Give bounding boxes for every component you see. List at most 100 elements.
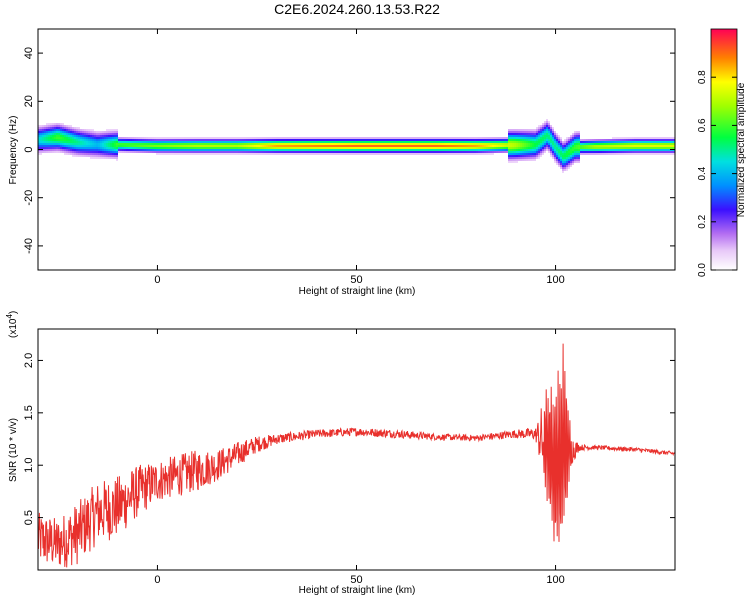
spectrogram-cell [520, 151, 522, 153]
spectrogram-cell [644, 137, 646, 139]
spectrogram-cell [410, 145, 412, 147]
spectrogram-cell [42, 135, 44, 137]
spectrogram-cell [476, 149, 478, 151]
spectrogram-cell [480, 153, 482, 155]
spectrogram-cell [118, 151, 120, 153]
spectrogram-cell [278, 137, 280, 139]
spectrogram-cell [624, 149, 626, 151]
spectrogram-cell [662, 147, 664, 149]
spectrogram-cell [340, 149, 342, 151]
spectrogram-cell [100, 149, 102, 151]
spectrogram-cell [186, 143, 188, 145]
spectrogram-cell [190, 143, 192, 145]
spectrogram-cell [522, 145, 524, 147]
spectrogram-cell [104, 153, 106, 155]
spectrogram-cell [174, 145, 176, 147]
spectrogram-cell [372, 151, 374, 153]
spectrogram-cell [76, 147, 78, 149]
spectrogram-cell [570, 165, 572, 167]
spectrogram-cell [662, 149, 664, 151]
spectrogram-cell [596, 139, 598, 141]
spectrogram-cell [398, 141, 400, 143]
spectrogram-cell [334, 153, 336, 155]
spectrogram-cell [574, 155, 576, 157]
spectrogram-cell [518, 147, 520, 149]
spectrogram-cell [400, 137, 402, 139]
spectrogram-cell [316, 137, 318, 139]
spectrogram-cell [652, 143, 654, 145]
spectrogram-cell [152, 139, 154, 141]
spectrogram-cell [258, 139, 260, 141]
spectrogram-cell [428, 141, 430, 143]
spectrogram-cell [456, 149, 458, 151]
spectrogram-cell [342, 149, 344, 151]
spectrogram-cell [392, 141, 394, 143]
spectrogram-cell [550, 141, 552, 143]
spectrogram-cell [40, 139, 42, 141]
spectrogram-cell [508, 135, 510, 137]
spectrogram-cell [240, 141, 242, 143]
spectrogram-cell [586, 145, 588, 147]
spectrogram-cell [132, 145, 134, 147]
spectrogram-cell [244, 139, 246, 141]
spectrogram-cell [288, 153, 290, 155]
spectrogram-cell [614, 149, 616, 151]
spectrogram-cell [668, 139, 670, 141]
spectrogram-cell [304, 151, 306, 153]
spectrogram-cell [624, 145, 626, 147]
spectrogram-cell [660, 153, 662, 155]
spectrogram-cell [452, 137, 454, 139]
spectrogram-cell [128, 149, 130, 151]
spectrogram-cell [66, 135, 68, 137]
spectrogram-cell [558, 163, 560, 165]
spectrogram-cell [636, 137, 638, 139]
spectrogram-cell [538, 153, 540, 155]
spectrogram-cell [160, 139, 162, 141]
spectrogram-cell [172, 139, 174, 141]
spectrogram-cell [406, 141, 408, 143]
spectrogram-cell [62, 127, 64, 129]
spectrogram-cell [570, 161, 572, 163]
spectrogram-cell [96, 153, 98, 155]
spectrogram-cell [44, 131, 46, 133]
spectrogram-cell [532, 147, 534, 149]
spectrogram-cell [646, 137, 648, 139]
spectrogram-cell [450, 151, 452, 153]
spectrogram-cell [326, 153, 328, 155]
spectrogram-cell [566, 157, 568, 159]
spectrogram-cell [74, 147, 76, 149]
spectrogram-cell [416, 153, 418, 155]
spectrogram-cell [104, 133, 106, 135]
spectrogram-cell [532, 159, 534, 161]
spectrogram-cell [514, 149, 516, 151]
spectrogram-cell [578, 145, 580, 147]
spectrogram-cell [572, 149, 574, 151]
spectrogram-cell [536, 127, 538, 129]
spectrogram-cell [426, 139, 428, 141]
spectrogram-cell [570, 143, 572, 145]
spectrogram-cell [190, 149, 192, 151]
spectrogram-cell [348, 145, 350, 147]
spectrogram-cell [232, 147, 234, 149]
spectrogram-cell [60, 135, 62, 137]
spectrogram-cell [586, 151, 588, 153]
snr-series-line [38, 343, 675, 568]
spectrogram-cell [496, 145, 498, 147]
spectrogram-cell [62, 137, 64, 139]
spectrogram-cell [340, 137, 342, 139]
spectrogram-cell [106, 141, 108, 143]
spectrogram-cell [324, 137, 326, 139]
spectrogram-cell [304, 153, 306, 155]
spectrogram-cell [44, 125, 46, 127]
spectrogram-cell [560, 163, 562, 165]
spectrogram-cell [38, 135, 40, 137]
spectrogram-cell [520, 133, 522, 135]
spectrogram-cell [662, 151, 664, 153]
spectrogram-cell [418, 151, 420, 153]
spectrogram-cell [212, 145, 214, 147]
spectrogram-cell [488, 149, 490, 151]
spectrogram-cell [614, 147, 616, 149]
spectrogram-cell [98, 145, 100, 147]
spectrogram-cell [280, 143, 282, 145]
spectrogram-cell [524, 153, 526, 155]
